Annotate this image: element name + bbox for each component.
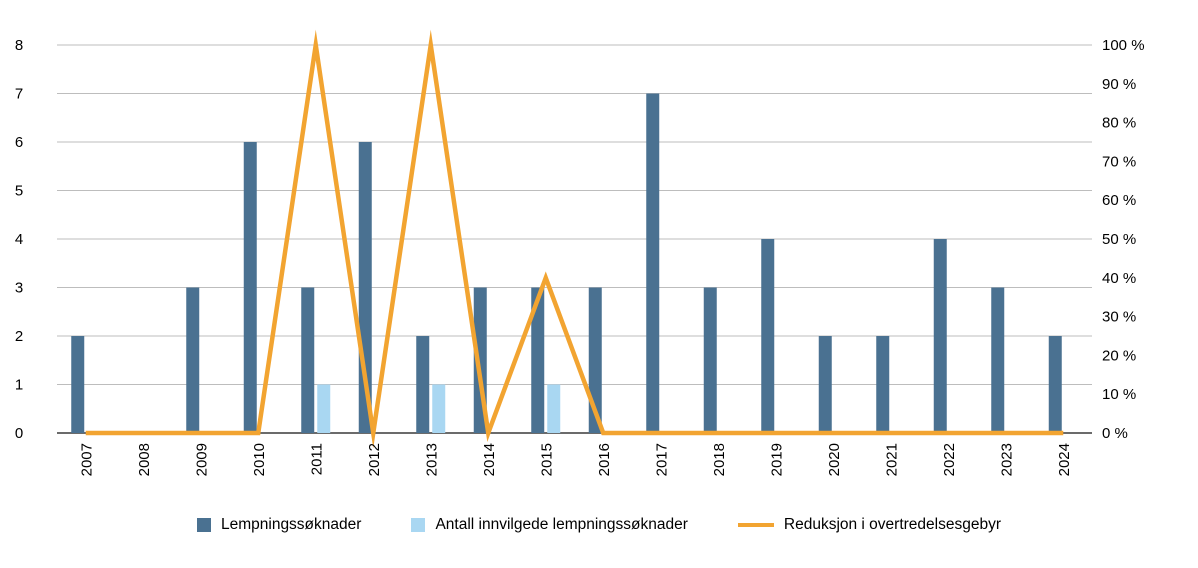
legend-label-innvilgede: Antall innvilgede lempningssøknader — [435, 516, 688, 533]
x-axis-year-label: 2009 — [193, 443, 210, 476]
bar-lempningssoknader — [646, 93, 660, 433]
left-axis-tick-label: 0 — [15, 425, 23, 442]
left-axis-tick-label: 3 — [15, 280, 23, 297]
x-axis-year-label: 2012 — [366, 443, 383, 476]
left-axis-tick-label: 7 — [15, 86, 23, 103]
right-axis-tick-label: 90 % — [1102, 76, 1136, 93]
chart-legend: Lempningssøknader Antall innvilgede lemp… — [0, 513, 1198, 537]
left-axis-tick-label: 8 — [15, 37, 23, 54]
x-axis-year-label: 2021 — [883, 443, 900, 476]
legend-swatch-innvilgede — [411, 518, 426, 532]
bar-lempningssoknader — [1048, 336, 1062, 433]
right-axis-tick-label: 40 % — [1102, 270, 1136, 287]
bar-lempningssoknader — [703, 287, 717, 433]
x-axis-year-label: 2022 — [941, 443, 958, 476]
left-axis-tick-label: 5 — [15, 183, 23, 200]
bar-lempningssoknader — [761, 239, 775, 433]
right-axis-tick-label: 0 % — [1102, 425, 1128, 442]
x-axis-year-label: 2016 — [596, 443, 613, 476]
bar-innvilgede — [547, 384, 561, 433]
right-axis-tick-label: 10 % — [1102, 386, 1136, 403]
legend-label-reduksjon: Reduksjon i overtredelsesgebyr — [783, 516, 1002, 533]
bar-lempningssoknader — [876, 336, 890, 433]
bar-innvilgede — [432, 384, 446, 433]
x-axis-year-label: 2010 — [251, 443, 268, 476]
axis-labels-left: 0 1 2 3 4 5 6 7 8 — [15, 37, 23, 442]
x-axis-year-label: 2013 — [423, 443, 440, 476]
left-axis-tick-label: 2 — [15, 328, 23, 345]
right-axis-tick-label: 20 % — [1102, 347, 1136, 364]
bars-layer — [71, 93, 1062, 433]
legend-swatch-lempningssoknader — [196, 518, 211, 532]
right-axis-tick-label: 60 % — [1102, 192, 1136, 209]
x-axis-year-label: 2024 — [1056, 443, 1073, 476]
bar-lempningssoknader — [933, 239, 947, 433]
right-axis-tick-label: 50 % — [1102, 231, 1136, 248]
bar-lempningssoknader — [991, 287, 1005, 433]
right-axis-tick-label: 30 % — [1102, 309, 1136, 326]
x-axis-year-label: 2023 — [998, 443, 1015, 476]
line-layer — [85, 29, 1064, 449]
axis-labels-right: 0 % 10 % 20 % 30 % 40 % 50 % 60 % 70 % 80 % 90 % 1… — [1102, 37, 1145, 442]
x-axis-year-label: 2019 — [768, 443, 785, 476]
x-axis-year-label: 2007 — [78, 443, 95, 476]
x-axis-year-label: 2014 — [481, 443, 498, 476]
bar-lempningssoknader — [243, 142, 257, 433]
bar-lempningssoknader — [416, 336, 430, 433]
left-axis-tick-label: 4 — [15, 231, 23, 248]
x-axis-year-label: 2018 — [711, 443, 728, 476]
legend-swatch-reduksjon-line — [737, 522, 774, 528]
x-axis-year-label: 2020 — [826, 443, 843, 476]
bar-lempningssoknader — [71, 336, 85, 433]
right-axis-tick-label: 100 % — [1102, 37, 1145, 54]
legend-item-reduksjon: Reduksjon i overtredelsesgebyr — [737, 516, 1002, 534]
left-axis-tick-label: 6 — [15, 134, 23, 151]
bar-lempningssoknader — [301, 287, 315, 433]
legend-item-innvilgede: Antall innvilgede lempningssøknader — [411, 516, 688, 534]
x-axis-year-label: 2017 — [653, 443, 670, 476]
legend-label-lempningssoknader: Lempningssøknader — [220, 516, 362, 533]
x-axis-year-label: 2008 — [136, 443, 153, 476]
legend-item-lempningssoknader: Lempningssøknader — [196, 516, 362, 534]
left-axis-tick-label: 1 — [15, 377, 23, 394]
right-axis-tick-label: 80 % — [1102, 115, 1136, 132]
bar-lempningssoknader — [531, 287, 545, 433]
bar-lempningssoknader — [818, 336, 832, 433]
chart-svg: 0 1 2 3 4 5 6 7 8 0 % 10 % 20 % 30 % 40 % 50 % 60 % 70 … — [15, 29, 1145, 476]
reduksjon-line — [85, 29, 1064, 449]
bar-innvilgede — [317, 384, 331, 433]
x-axis-year-label: 2011 — [308, 443, 325, 475]
right-axis-tick-label: 70 % — [1102, 153, 1136, 170]
x-axis-year-label: 2015 — [538, 443, 555, 476]
axis-labels-x: 2007 2008 2009 2010 2011 2012 2013 2014 2015 2016… — [78, 443, 1073, 476]
bar-lempningssoknader — [186, 287, 200, 433]
